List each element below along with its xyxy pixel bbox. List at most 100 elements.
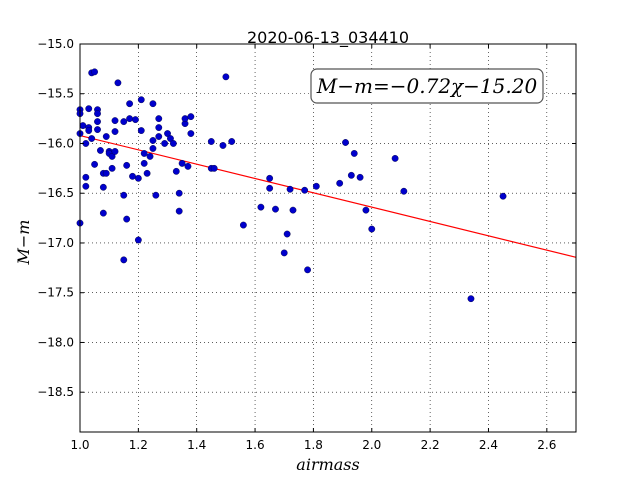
data-point [97, 147, 104, 154]
x-tick-label: 2.4 [479, 438, 498, 452]
data-point [132, 116, 139, 124]
data-point [257, 203, 265, 211]
data-point [120, 191, 128, 199]
x-tick-label: 2.0 [362, 438, 381, 452]
data-points [76, 68, 507, 303]
data-point [123, 161, 131, 169]
data-point [111, 148, 119, 155]
x-axis-label: airmass [296, 455, 359, 474]
data-point [94, 126, 101, 133]
data-point [207, 138, 215, 145]
data-point [140, 150, 148, 157]
data-point [175, 189, 183, 197]
data-point [94, 118, 101, 126]
data-point [82, 173, 90, 181]
plot-area-frame [79, 43, 577, 433]
data-point [499, 192, 507, 200]
data-point [111, 117, 119, 125]
data-point [283, 230, 291, 238]
data-point [219, 142, 227, 149]
data-point [187, 113, 195, 121]
x-tick-label: 1.6 [246, 438, 265, 452]
data-point [356, 173, 364, 181]
data-point [184, 162, 192, 170]
y-axis-label: M−m [14, 220, 33, 266]
equation-text: M−m=−0.72χ−15.20 [316, 74, 538, 98]
data-point [347, 171, 355, 179]
data-point [120, 256, 128, 264]
y-tick-label: −16.5 [37, 186, 74, 200]
data-point [152, 191, 160, 199]
data-point [134, 236, 142, 244]
data-point [336, 179, 344, 187]
data-point [155, 115, 163, 123]
data-point [175, 207, 183, 215]
data-point [155, 133, 163, 140]
data-point [85, 127, 93, 134]
data-point [467, 295, 475, 303]
data-point [111, 128, 119, 135]
data-point [126, 115, 134, 123]
data-point [312, 182, 320, 190]
fit-line-group [79, 134, 577, 258]
data-point [169, 140, 177, 147]
data-point [222, 73, 230, 81]
equation-box: M−m=−0.72χ−15.20 [310, 68, 544, 104]
tick-labels: 1.0 1.2 1.4 1.6 1.8 2.0 2.2 2.4 2.6 −15.0 −15.5 −16… [37, 37, 556, 452]
data-point [123, 215, 131, 223]
data-point [91, 68, 98, 76]
data-point [266, 184, 274, 192]
data-point [280, 249, 288, 257]
data-point [120, 118, 128, 126]
chart-title: 2020-06-13_034410 [247, 28, 409, 48]
data-point [126, 100, 134, 108]
y-tick-label: −18.0 [37, 335, 74, 349]
fit-line [79, 134, 577, 258]
data-point [286, 185, 294, 193]
data-point [210, 164, 218, 172]
data-point [102, 169, 110, 177]
data-point [187, 130, 195, 137]
data-point [79, 122, 87, 129]
data-point [161, 140, 169, 147]
data-point [362, 206, 370, 214]
data-point [146, 153, 154, 160]
y-tick-label: −18.5 [37, 385, 74, 399]
y-tick-label: −15.0 [37, 37, 74, 51]
data-point [99, 183, 107, 191]
y-tick-label: −17.5 [37, 286, 74, 300]
y-tick-label: −15.5 [37, 87, 74, 101]
data-point [99, 209, 107, 217]
data-point [85, 105, 93, 113]
axis-ticks [79, 43, 576, 432]
data-point [155, 124, 163, 131]
data-point [140, 159, 148, 167]
data-point [228, 138, 236, 145]
data-point [114, 79, 122, 87]
x-tick-label: 1.0 [70, 438, 89, 452]
data-point [143, 169, 151, 177]
data-point [167, 135, 174, 142]
data-point [137, 127, 145, 134]
data-point [149, 145, 157, 152]
x-tick-label: 2.6 [537, 438, 556, 452]
data-point [149, 100, 157, 108]
x-tick-label: 1.4 [187, 438, 206, 452]
data-point [82, 182, 90, 190]
data-point [134, 174, 142, 182]
data-point [88, 135, 96, 142]
data-point [266, 174, 274, 182]
data-point [304, 266, 311, 274]
data-point [102, 133, 110, 140]
data-point [342, 139, 349, 146]
data-point [301, 186, 309, 194]
data-point [272, 205, 279, 213]
equation-box-frame [310, 68, 544, 104]
data-point [289, 206, 297, 214]
data-point [178, 159, 186, 167]
x-tick-label: 2.2 [421, 438, 440, 452]
y-tick-label: −17.0 [37, 236, 74, 250]
data-point [137, 96, 145, 104]
data-point [129, 172, 136, 180]
